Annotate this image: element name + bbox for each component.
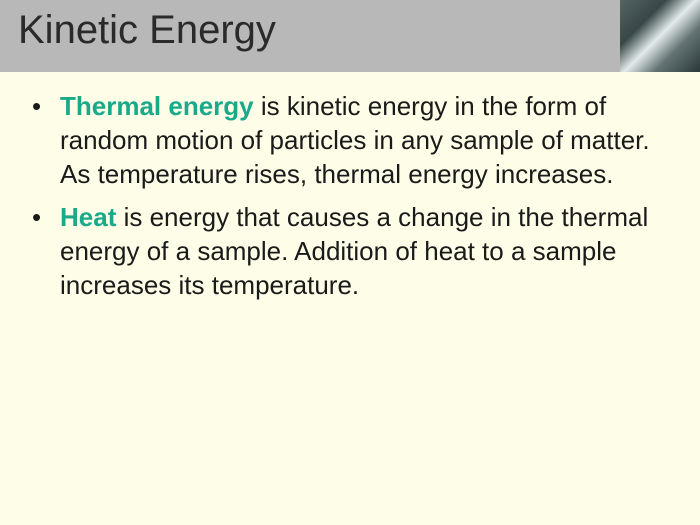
slide-header: Kinetic Energy (0, 0, 700, 72)
slide-container: Kinetic Energy Thermal energy is kinetic… (0, 0, 700, 525)
bullet-list: Thermal energy is kinetic energy in the … (60, 90, 665, 303)
highlight-term: Thermal energy (60, 91, 254, 121)
highlight-term: Heat (60, 202, 116, 232)
bullet-item: Heat is energy that causes a change in t… (60, 201, 665, 302)
slide-content: Thermal energy is kinetic energy in the … (0, 72, 700, 333)
bullet-item: Thermal energy is kinetic energy in the … (60, 90, 665, 191)
bullet-text: is energy that causes a change in the th… (60, 202, 648, 300)
slide-title: Kinetic Energy (18, 8, 682, 53)
header-decoration-image (620, 0, 700, 72)
